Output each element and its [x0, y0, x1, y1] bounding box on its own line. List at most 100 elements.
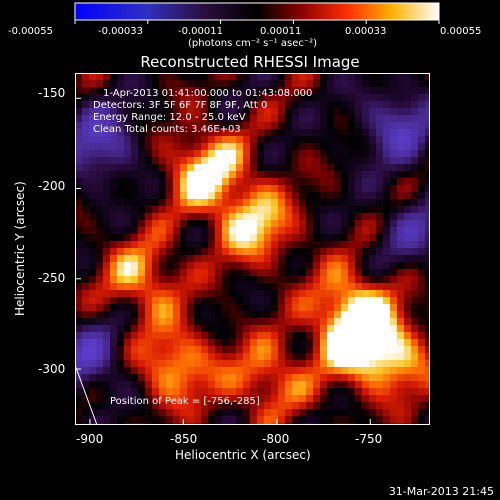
heatmap-cell [82, 409, 89, 416]
heatmap-cell [201, 360, 208, 367]
heatmap-cell [327, 367, 334, 374]
heatmap-cell [404, 318, 411, 325]
heatmap-cell [152, 220, 159, 227]
heatmap-cell [285, 87, 292, 94]
heatmap-cell [194, 297, 201, 304]
heatmap-cell [390, 388, 397, 395]
heatmap-cell [215, 115, 222, 122]
heatmap-cell [75, 150, 82, 157]
heatmap-cell [292, 150, 299, 157]
heatmap-cell [194, 213, 201, 220]
heatmap-cell [341, 353, 348, 360]
heatmap-cell [397, 101, 404, 108]
heatmap-cell [236, 213, 243, 220]
heatmap-cell [327, 276, 334, 283]
heatmap-cell [285, 108, 292, 115]
heatmap-cell [425, 332, 430, 339]
heatmap-cell [285, 360, 292, 367]
heatmap-cell [243, 388, 250, 395]
colorbar-tick-label: 0.00033 [345, 26, 387, 37]
heatmap-cell [362, 234, 369, 241]
heatmap-cell [103, 129, 110, 136]
heatmap-cell [138, 381, 145, 388]
heatmap-cell [418, 122, 425, 129]
heatmap-cell [117, 101, 124, 108]
heatmap-cell [390, 325, 397, 332]
heatmap-cell [131, 87, 138, 94]
heatmap-cell [369, 164, 376, 171]
heatmap-cell [348, 276, 355, 283]
heatmap-cell [82, 234, 89, 241]
heatmap-cell [390, 87, 397, 94]
heatmap-cell [229, 206, 236, 213]
heatmap-cell [138, 276, 145, 283]
plot-frame [75, 73, 430, 425]
heatmap-cell [110, 73, 117, 80]
heatmap-cell [334, 73, 341, 80]
heatmap-cell [390, 304, 397, 311]
heatmap-cell [222, 346, 229, 353]
heatmap-cell [159, 213, 166, 220]
heatmap-cell [236, 381, 243, 388]
heatmap-cell [348, 374, 355, 381]
heatmap-cell [166, 269, 173, 276]
heatmap-cell [278, 332, 285, 339]
heatmap-cell [383, 115, 390, 122]
heatmap-cell [222, 367, 229, 374]
heatmap-cell [124, 94, 131, 101]
heatmap-cell [348, 136, 355, 143]
heatmap-cell [320, 185, 327, 192]
heatmap-cell [418, 297, 425, 304]
heatmap-cell [215, 395, 222, 402]
heatmap-cell [369, 171, 376, 178]
heatmap-cell [75, 199, 82, 206]
heatmap-cell [320, 318, 327, 325]
heatmap-cell [397, 311, 404, 318]
heatmap-cell [362, 388, 369, 395]
heatmap-cell [250, 136, 257, 143]
heatmap-cell [285, 262, 292, 269]
heatmap-cell [313, 367, 320, 374]
heatmap-cell [369, 80, 376, 87]
heatmap-cell [124, 115, 131, 122]
heatmap-cell [383, 234, 390, 241]
heatmap-cell [243, 150, 250, 157]
heatmap-cell [383, 150, 390, 157]
heatmap-cell [334, 325, 341, 332]
heatmap-cell [124, 73, 131, 80]
heatmap-cell [292, 360, 299, 367]
heatmap-cell [390, 297, 397, 304]
heatmap-cell [257, 227, 264, 234]
heatmap-cell [194, 192, 201, 199]
heatmap-cell [124, 150, 131, 157]
heatmap-cell [201, 304, 208, 311]
heatmap-cell [96, 129, 103, 136]
heatmap-cell [229, 255, 236, 262]
y-axis-title: Heliocentric Y (arcsec) [13, 181, 27, 316]
heatmap-cell [117, 248, 124, 255]
heatmap-cell [292, 178, 299, 185]
heatmap-cell [404, 171, 411, 178]
heatmap-cell [313, 227, 320, 234]
heatmap-cell [145, 346, 152, 353]
heatmap-cell [285, 129, 292, 136]
heatmap-cell [306, 374, 313, 381]
heatmap-cell [131, 318, 138, 325]
heatmap-cell [117, 360, 124, 367]
heatmap-cell [250, 395, 257, 402]
heatmap-cell [341, 262, 348, 269]
heatmap-cell [383, 171, 390, 178]
heatmap-cell [292, 416, 299, 423]
heatmap-cell [187, 255, 194, 262]
heatmap-cell [348, 87, 355, 94]
heatmap-cell [131, 241, 138, 248]
heatmap-cell [110, 318, 117, 325]
heatmap-cell [201, 248, 208, 255]
heatmap-cell [306, 178, 313, 185]
heatmap-cell [152, 297, 159, 304]
heatmap-cell [89, 178, 96, 185]
heatmap-cell [89, 171, 96, 178]
heatmap-cell [110, 101, 117, 108]
heatmap-cell [299, 115, 306, 122]
heatmap-cell [285, 269, 292, 276]
